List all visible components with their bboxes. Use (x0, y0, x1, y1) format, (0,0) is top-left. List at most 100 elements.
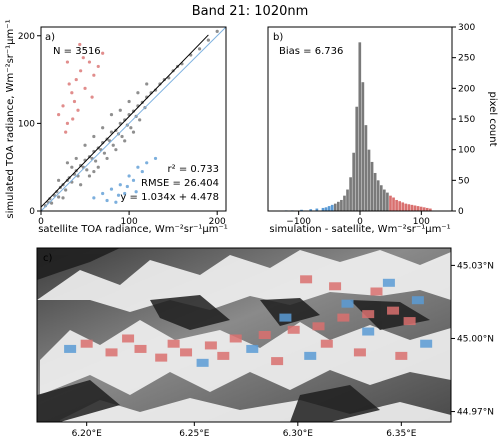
scatter-point-under (114, 200, 118, 204)
y-tick-label: 44.97°N (457, 408, 494, 418)
scatter-point-over (90, 95, 94, 99)
y-tick-label: 150 (458, 115, 475, 125)
marker-over (300, 275, 313, 284)
scatter-point-main (92, 134, 96, 139)
marker-over (167, 339, 180, 348)
histogram-bar (352, 152, 355, 211)
panel-b-label: b) (273, 32, 283, 43)
difference-markers (64, 275, 433, 367)
fit-equation: y = 1.034x + 4.478 (120, 192, 219, 203)
scatter-point-main (79, 183, 83, 187)
y-tick-label: 100 (18, 119, 35, 129)
panel-b-ylabel: pixel count (487, 91, 498, 146)
marker-over (387, 306, 400, 315)
histogram-bar (364, 125, 368, 211)
scatter-point-main (138, 118, 142, 122)
marker-over (271, 357, 284, 366)
marker-over (329, 282, 342, 291)
scatter-point-main (123, 139, 127, 143)
histogram-bar (370, 161, 374, 211)
bias-stat: Bias = 6.736 (279, 46, 343, 57)
histogram-bar (429, 208, 432, 211)
marker-under (246, 344, 259, 353)
scatter-point-main (64, 188, 68, 192)
histogram-bar (358, 42, 362, 212)
scatter-point-under (140, 169, 144, 174)
marker-under (341, 299, 354, 308)
marker-over (122, 334, 135, 343)
scatter-point-under (127, 174, 131, 178)
histogram-bar (367, 149, 371, 211)
histogram-bar (315, 208, 319, 211)
marker-over (362, 310, 375, 319)
scatter-point-main (74, 156, 78, 161)
marker-under (196, 358, 209, 367)
shadow-areas (37, 248, 430, 422)
y-tick-label: 45.00°N (457, 334, 494, 344)
r2-stat: r² = 0.733 (168, 164, 219, 175)
histogram-bar (343, 195, 346, 211)
y-tick-label: 0 (458, 207, 464, 217)
scatter-point-main (109, 113, 114, 117)
scatter-point-over (70, 91, 74, 95)
histogram-bar (383, 189, 386, 211)
fit-line (40, 34, 209, 208)
scatter-point-main (85, 168, 89, 172)
histogram-bar (389, 195, 392, 211)
marker-over (312, 322, 325, 331)
scatter-point-over (101, 51, 105, 55)
marker-under (362, 327, 375, 336)
scatter-point-under (125, 184, 129, 189)
scatter-point-main (65, 161, 70, 165)
histogram-bar (373, 172, 377, 211)
x-tick-label: 6.25°E (179, 429, 210, 439)
marker-over (370, 287, 383, 296)
x-tick-label: 0 (357, 217, 363, 227)
marker-over (134, 344, 147, 353)
marker-under (279, 313, 292, 322)
scatter-point-main (111, 143, 115, 147)
panel-c-label: c) (43, 253, 52, 264)
marker-over (155, 353, 168, 362)
scatter-point-main (131, 130, 136, 134)
figure-title: Band 21: 1020nm (192, 4, 309, 19)
scatter-point-main (70, 165, 74, 169)
histogram-bar (349, 177, 352, 211)
y-tick-label: 50 (458, 176, 470, 186)
x-tick-label: 6.30°E (283, 429, 314, 439)
marker-over (258, 331, 271, 339)
scatter-point-under (92, 196, 96, 200)
scatter-point-under (118, 183, 122, 187)
scatter-point-main (129, 126, 133, 130)
histogram-bar (410, 204, 414, 211)
marker-over (105, 348, 118, 357)
histogram-bar (379, 185, 383, 211)
x-tick-label: 200 (209, 217, 226, 227)
marker-under (420, 339, 433, 348)
y-tick-label: 200 (458, 84, 475, 94)
scatter-point-main (101, 126, 105, 130)
histogram-bar (333, 203, 337, 211)
marker-under (304, 351, 317, 360)
marker-over (287, 325, 300, 334)
histogram-bar (376, 180, 380, 211)
scatter-point-over (71, 117, 75, 121)
scatter-point-main (57, 195, 61, 199)
scatter-point-main (206, 38, 210, 42)
scatter-point-main (87, 174, 92, 178)
histogram-bar (324, 207, 328, 211)
scatter-point-under (109, 187, 114, 191)
scatter-point-over (65, 60, 70, 64)
y-tick-label: 200 (18, 32, 35, 42)
histogram-bar (386, 192, 389, 211)
x-tick-label: 100 (413, 217, 430, 227)
scatter-point-over (65, 121, 70, 125)
histogram-bar (404, 203, 408, 211)
histogram-bar (309, 209, 313, 211)
scatter-point-main (136, 91, 140, 95)
marker-over (320, 339, 333, 348)
histogram-bar (321, 207, 325, 211)
marker-over (353, 348, 366, 357)
scatter-point-main (145, 82, 149, 86)
